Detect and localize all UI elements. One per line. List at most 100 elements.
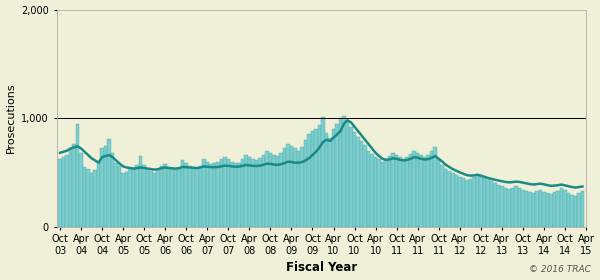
Y-axis label: Prosecutions: Prosecutions bbox=[5, 83, 16, 153]
Bar bbox=[136, 165, 139, 227]
Bar bbox=[402, 159, 406, 227]
Bar bbox=[227, 159, 230, 227]
Bar bbox=[419, 155, 423, 227]
Bar bbox=[258, 158, 262, 227]
X-axis label: Fiscal Year: Fiscal Year bbox=[286, 262, 357, 274]
Bar bbox=[332, 129, 335, 227]
Bar bbox=[377, 159, 381, 227]
Bar bbox=[364, 145, 367, 227]
Bar bbox=[339, 118, 342, 227]
Bar bbox=[560, 188, 563, 227]
Bar bbox=[370, 154, 374, 227]
Bar bbox=[455, 174, 458, 227]
Bar bbox=[142, 165, 146, 227]
Bar bbox=[132, 169, 136, 227]
Bar bbox=[325, 133, 328, 227]
Bar bbox=[458, 177, 461, 227]
Bar bbox=[448, 171, 451, 227]
Bar bbox=[181, 160, 184, 227]
Bar bbox=[254, 160, 258, 227]
Bar bbox=[209, 164, 212, 227]
Bar bbox=[500, 186, 503, 227]
Bar bbox=[293, 148, 297, 227]
Bar bbox=[440, 165, 444, 227]
Bar bbox=[111, 153, 115, 227]
Bar bbox=[104, 146, 107, 227]
Bar bbox=[237, 163, 241, 227]
Bar bbox=[490, 181, 493, 227]
Bar bbox=[248, 157, 251, 227]
Bar bbox=[275, 156, 279, 227]
Bar bbox=[174, 170, 178, 227]
Bar bbox=[72, 144, 76, 227]
Bar bbox=[216, 162, 220, 227]
Bar bbox=[374, 157, 377, 227]
Bar bbox=[451, 174, 455, 227]
Bar bbox=[244, 155, 248, 227]
Bar bbox=[188, 166, 191, 227]
Bar bbox=[241, 159, 244, 227]
Bar bbox=[97, 163, 100, 227]
Bar bbox=[86, 169, 90, 227]
Bar bbox=[307, 134, 311, 227]
Bar bbox=[223, 157, 227, 227]
Bar bbox=[437, 160, 440, 227]
Bar bbox=[206, 162, 209, 227]
Bar bbox=[290, 146, 293, 227]
Bar bbox=[184, 163, 188, 227]
Bar bbox=[356, 137, 360, 227]
Bar bbox=[163, 164, 167, 227]
Bar bbox=[518, 188, 521, 227]
Bar bbox=[191, 167, 195, 227]
Bar bbox=[416, 153, 419, 227]
Bar bbox=[125, 172, 128, 227]
Bar bbox=[94, 170, 97, 227]
Bar bbox=[262, 155, 265, 227]
Bar bbox=[465, 180, 469, 227]
Bar bbox=[472, 177, 476, 227]
Bar bbox=[461, 178, 465, 227]
Bar bbox=[128, 168, 132, 227]
Bar bbox=[395, 155, 398, 227]
Bar bbox=[514, 186, 518, 227]
Bar bbox=[349, 127, 353, 227]
Bar bbox=[170, 168, 174, 227]
Bar bbox=[90, 174, 94, 227]
Bar bbox=[100, 148, 104, 227]
Bar bbox=[581, 191, 584, 227]
Bar bbox=[535, 191, 539, 227]
Bar bbox=[283, 148, 286, 227]
Bar bbox=[139, 156, 142, 227]
Bar bbox=[444, 169, 448, 227]
Bar bbox=[433, 147, 437, 227]
Bar bbox=[346, 121, 349, 227]
Bar bbox=[157, 169, 160, 227]
Bar bbox=[65, 155, 69, 227]
Bar bbox=[314, 129, 318, 227]
Bar bbox=[360, 141, 364, 227]
Bar bbox=[511, 188, 514, 227]
Bar bbox=[311, 131, 314, 227]
Bar bbox=[220, 159, 223, 227]
Bar bbox=[335, 123, 339, 227]
Bar bbox=[409, 154, 412, 227]
Bar bbox=[427, 155, 430, 227]
Bar bbox=[318, 125, 321, 227]
Bar bbox=[230, 162, 233, 227]
Bar bbox=[381, 162, 385, 227]
Bar bbox=[121, 174, 125, 227]
Bar bbox=[542, 192, 545, 227]
Bar bbox=[79, 153, 83, 227]
Bar bbox=[251, 159, 254, 227]
Bar bbox=[286, 144, 290, 227]
Bar bbox=[107, 139, 111, 227]
Bar bbox=[423, 157, 427, 227]
Bar bbox=[160, 166, 163, 227]
Bar bbox=[269, 153, 272, 227]
Bar bbox=[528, 192, 532, 227]
Bar bbox=[539, 190, 542, 227]
Bar bbox=[479, 176, 482, 227]
Bar bbox=[153, 174, 157, 227]
Bar bbox=[328, 138, 332, 227]
Bar bbox=[202, 159, 206, 227]
